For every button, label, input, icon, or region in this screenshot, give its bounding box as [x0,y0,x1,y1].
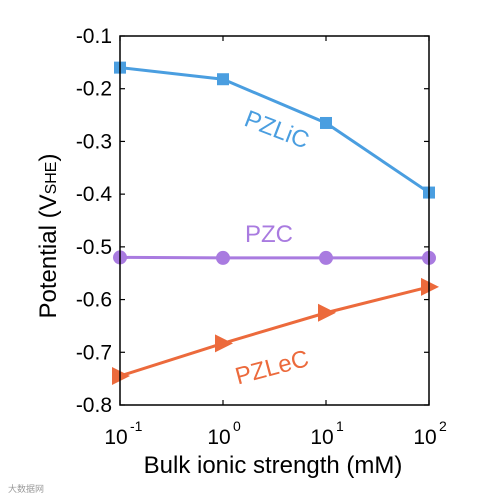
data-point [216,250,230,265]
y-tick-label: -0.1 [76,25,112,48]
data-point [112,367,130,386]
x-tick-exponent: 1 [336,418,344,434]
x-axis: 10 -1 10 0 10 1 10 2 [104,36,447,449]
series-line [119,285,430,378]
series-line [119,66,430,194]
series-label: PZC [245,221,293,248]
x-tick-exponent: 0 [233,418,241,434]
y-tick-label: -0.6 [76,289,112,312]
y-tick-label: -0.7 [76,341,112,364]
data-point [319,250,333,265]
series-pzlec: PZLeC [112,277,439,390]
y-tick-label: -0.3 [76,130,112,153]
data-point [320,116,332,129]
series-label: PZLeC [232,345,311,390]
data-point [215,334,233,353]
x-tick-label: 10 [413,426,436,449]
y-tick-label: -0.2 [76,78,112,101]
y-axis: -0.1 -0.2 -0.3 -0.4 -0.5 -0.6 -0.7 -0.8 [76,25,429,417]
data-point [217,73,229,86]
x-tick-exponent: -1 [130,418,143,434]
data-point [318,303,336,322]
x-tick-exponent: 2 [439,418,447,434]
y-tick-label: -0.5 [76,236,112,259]
y-tick-label: -0.8 [76,394,112,417]
watermark: 大数据网 [8,483,44,494]
x-tick-label: 10 [104,426,127,449]
y-tick-label: -0.4 [76,183,113,206]
x-tick-label: 10 [207,426,230,449]
series-line [119,255,429,260]
series-pzc: PZC [113,221,436,265]
x-axis-title: Bulk ionic strength (mM) [144,452,403,479]
y-axis-title: Potential (VSHE) [35,154,62,319]
plot-area: PZLiC PZC PZLeC [112,61,439,390]
series-pzlic: PZLiC [114,61,435,199]
data-point [421,277,439,296]
plot-frame [119,35,430,406]
x-tick-label: 10 [310,426,333,449]
